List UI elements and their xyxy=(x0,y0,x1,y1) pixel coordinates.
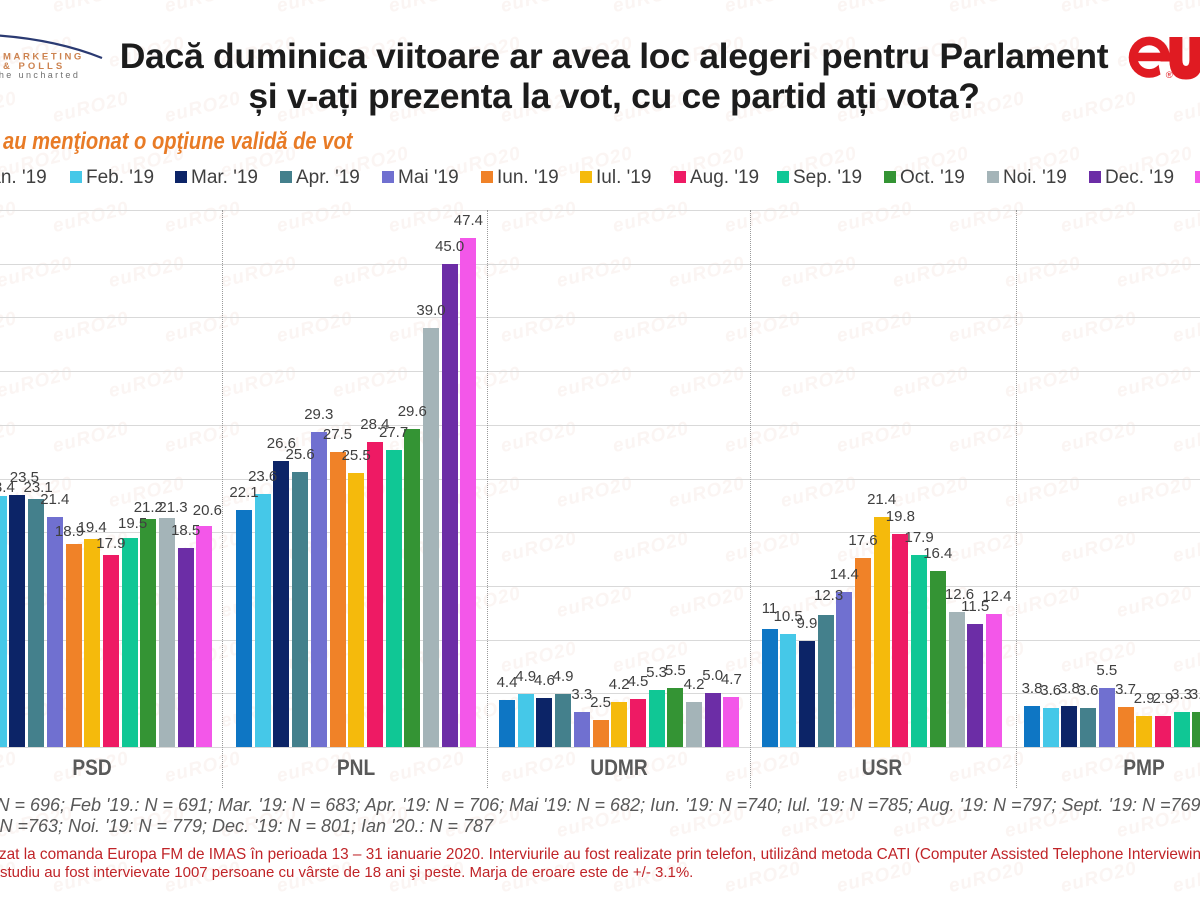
svg-text:MARKETING: MARKETING xyxy=(3,52,84,63)
svg-text:& POLLS: & POLLS xyxy=(3,61,65,72)
svg-text:the uncharted: the uncharted xyxy=(0,70,80,80)
svg-text:®: ® xyxy=(1166,70,1173,81)
